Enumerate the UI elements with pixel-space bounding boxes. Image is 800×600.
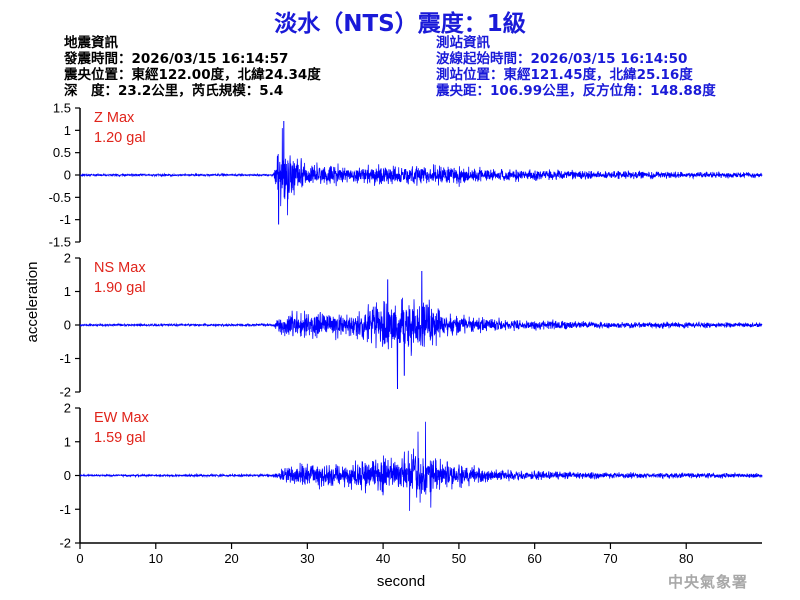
y-tick-label: 1 bbox=[64, 284, 71, 299]
station-distance: 震央距：106.99公里，反方位角：148.88度 bbox=[436, 83, 716, 99]
y-tick-label: 0 bbox=[64, 318, 71, 333]
max-value: 1.20 gal bbox=[94, 130, 146, 146]
y-tick-label: 1.5 bbox=[53, 101, 71, 116]
y-tick-label: -1 bbox=[59, 212, 71, 227]
panel-z: 1.5 1 0.5 0 -0.5 -1 -1.5 Z Max 1.20 gal bbox=[49, 101, 763, 250]
station-info-heading: 測站資訊 bbox=[436, 35, 490, 51]
y-tick-label: -2 bbox=[59, 385, 71, 400]
x-tick-label: 20 bbox=[224, 551, 238, 566]
station-location: 測站位置：東經121.45度，北緯25.16度 bbox=[436, 67, 693, 83]
y-tick-label: -1 bbox=[59, 502, 71, 517]
quake-info: 地震資訊 發震時間：2026/03/15 16:14:57 震央位置：東經122… bbox=[64, 35, 321, 99]
x-tick-label: 30 bbox=[300, 551, 314, 566]
max-value: 1.90 gal bbox=[94, 280, 146, 296]
y-tick-label: -2 bbox=[59, 536, 71, 551]
x-axis-label: second bbox=[377, 573, 425, 590]
max-value: 1.59 gal bbox=[94, 430, 146, 446]
x-tick-label: 10 bbox=[149, 551, 163, 566]
y-tick-label: -1 bbox=[59, 351, 71, 366]
y-tick-label: 0.5 bbox=[53, 145, 71, 160]
y-tick-label: 1 bbox=[64, 434, 71, 449]
y-tick-label: 1 bbox=[64, 123, 71, 138]
y-axis-label: acceleration bbox=[24, 262, 41, 343]
quake-depth: 深 度：23.2公里，芮氏規模：5.4 bbox=[64, 83, 284, 99]
x-tick-label: 0 bbox=[76, 551, 83, 566]
station-wave-start: 波線起始時間：2026/03/15 16:14:50 bbox=[436, 51, 688, 67]
waveform-z bbox=[79, 121, 763, 225]
y-tick-label: 2 bbox=[64, 251, 71, 266]
station-info: 測站資訊 波線起始時間：2026/03/15 16:14:50 測站位置：東經1… bbox=[436, 35, 716, 99]
y-tick-label: 0 bbox=[64, 468, 71, 483]
y-tick-label: 0 bbox=[64, 168, 71, 183]
x-tick-label: 40 bbox=[376, 551, 390, 566]
x-axis: 0 10 20 30 40 50 60 70 80 bbox=[76, 542, 762, 566]
y-tick-label: -0.5 bbox=[49, 190, 71, 205]
max-label: EW Max bbox=[94, 410, 150, 426]
quake-time: 發震時間：2026/03/15 16:14:57 bbox=[64, 51, 289, 67]
page-title: 淡水（NTS）震度：1級 bbox=[274, 11, 526, 37]
y-tick-label: -1.5 bbox=[49, 235, 71, 250]
x-tick-label: 50 bbox=[452, 551, 466, 566]
panel-ew: 2 1 0 -1 -2 EW Max 1.59 gal bbox=[59, 401, 763, 551]
quake-info-heading: 地震資訊 bbox=[64, 35, 118, 51]
waveform-ns bbox=[79, 270, 763, 390]
agency-credit: 中央氣象署 bbox=[667, 573, 748, 591]
panel-ns: 2 1 0 -1 -2 NS Max 1.90 gal bbox=[59, 251, 763, 400]
x-tick-label: 80 bbox=[679, 551, 693, 566]
quake-epicenter: 震央位置：東經122.00度，北緯24.34度 bbox=[64, 67, 321, 83]
y-tick-label: 2 bbox=[64, 401, 71, 416]
x-tick-label: 60 bbox=[527, 551, 541, 566]
waveform-ew bbox=[79, 421, 763, 511]
x-tick-label: 70 bbox=[603, 551, 617, 566]
max-label: NS Max bbox=[94, 260, 146, 276]
max-label: Z Max bbox=[94, 110, 135, 126]
